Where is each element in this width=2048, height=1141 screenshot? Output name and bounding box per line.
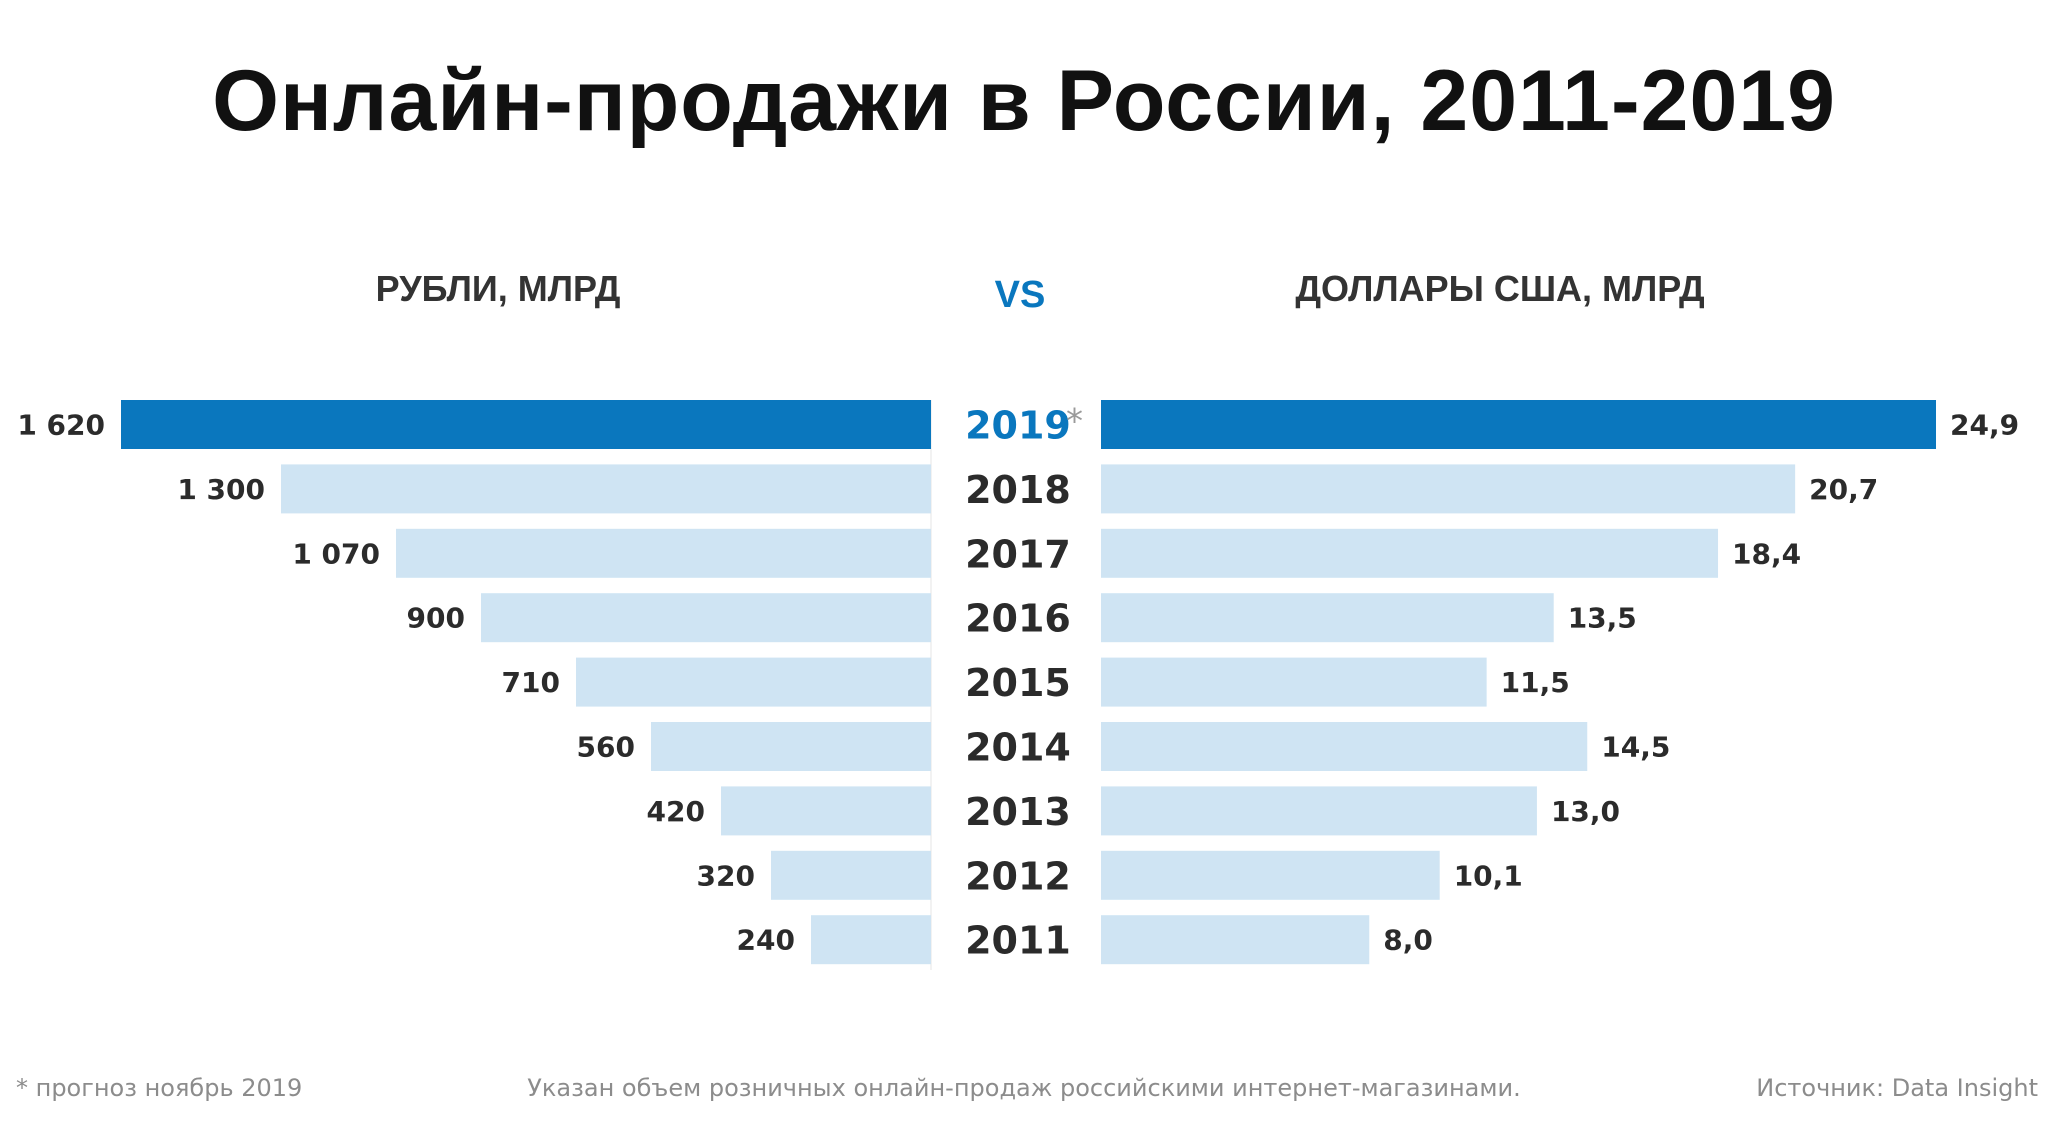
bar-usd-2012 [1101, 850, 1440, 900]
year-label-2019: 2019 [965, 404, 1071, 448]
value-label-usd-2014: 14,5 [1601, 731, 1670, 764]
value-label-rub-2014: 560 [577, 731, 635, 764]
year-label-2016: 2016 [965, 597, 1071, 641]
right-series-header: ДОЛЛАРЫ США, МЛРД [1295, 268, 1705, 309]
year-label-2011: 2011 [965, 919, 1071, 963]
value-label-rub-2015: 710 [502, 666, 560, 699]
chart-title: Онлайн-продажи в России, 2011-2019 [212, 53, 1836, 149]
left-bars: 1 620 1 300 1 070 900 710 560 420 320 240 [17, 400, 931, 965]
value-label-usd-2018: 20,7 [1809, 473, 1878, 506]
bar-usd-2015 [1101, 657, 1487, 707]
year-label-2015: 2015 [965, 661, 1071, 705]
source-note: Источник: Data Insight [1756, 1074, 2038, 1102]
value-label-rub-2019: 1 620 [17, 409, 105, 442]
bar-rub-2015 [576, 657, 931, 707]
bar-rub-2018 [281, 464, 931, 514]
left-series-header: РУБЛИ, МЛРД [375, 268, 621, 309]
bar-rub-2013 [721, 786, 931, 836]
value-label-usd-2019: 24,9 [1950, 409, 2019, 442]
bar-rub-2016 [481, 593, 931, 643]
bar-usd-2017 [1101, 528, 1719, 578]
bar-usd-2018 [1101, 464, 1796, 514]
year-label-2017: 2017 [965, 532, 1071, 576]
footnote-forecast: * прогноз ноябрь 2019 [16, 1074, 303, 1102]
bar-usd-2013 [1101, 786, 1537, 836]
value-label-usd-2016: 13,5 [1568, 602, 1637, 635]
value-label-rub-2018: 1 300 [177, 473, 265, 506]
bar-usd-2011 [1101, 915, 1370, 965]
value-label-usd-2017: 18,4 [1732, 537, 1801, 570]
value-label-rub-2017: 1 070 [292, 537, 380, 570]
bar-usd-2019 [1101, 400, 1936, 449]
value-label-rub-2011: 240 [737, 924, 795, 957]
bar-rub-2017 [396, 528, 931, 578]
bar-rub-2014 [651, 722, 931, 771]
year-label-2014: 2014 [965, 726, 1071, 770]
bar-rub-2011 [811, 915, 931, 965]
bar-usd-2014 [1101, 722, 1588, 771]
value-label-usd-2012: 10,1 [1454, 859, 1523, 892]
value-label-rub-2012: 320 [697, 859, 755, 892]
value-label-rub-2016: 900 [407, 602, 465, 635]
bar-rub-2019 [121, 400, 931, 449]
value-label-rub-2013: 420 [647, 795, 705, 828]
year-labels: 2019* 2018 2017 2016 2015 2014 2013 2012 2011 [965, 402, 1083, 963]
forecast-asterisk: * [1066, 402, 1083, 442]
footnote-description: Указан объем розничных онлайн-продаж рос… [527, 1074, 1521, 1102]
year-label-2013: 2013 [965, 790, 1071, 834]
value-label-usd-2011: 8,0 [1383, 924, 1433, 957]
year-label-2012: 2012 [965, 854, 1071, 898]
vs-label: VS [994, 274, 1046, 316]
value-label-usd-2013: 13,0 [1551, 795, 1620, 828]
value-label-usd-2015: 11,5 [1501, 666, 1570, 699]
year-label-2018: 2018 [965, 468, 1071, 512]
bar-rub-2012 [771, 850, 931, 900]
right-bars: 24,9 20,718,4 13,5 11,5 14,5 13,0 10,1 8,0 [1101, 400, 2019, 965]
bar-usd-2016 [1101, 593, 1554, 643]
